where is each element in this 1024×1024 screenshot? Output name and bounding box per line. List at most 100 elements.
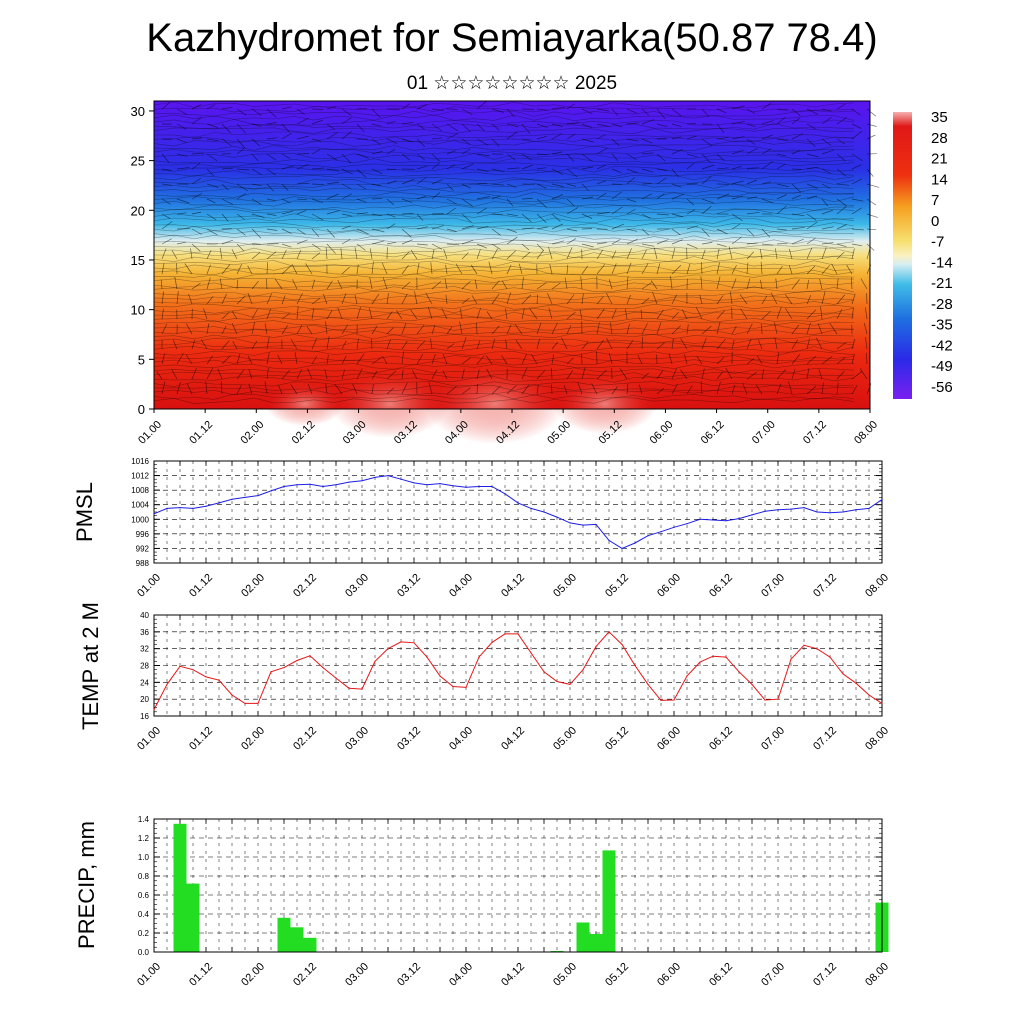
wind-vector [671, 294, 677, 305]
wind-vector [776, 163, 786, 170]
wind-vector [191, 282, 201, 290]
x-tick-label: 03.00 [343, 725, 371, 753]
wind-vector [371, 338, 373, 350]
contour-line [153, 166, 855, 173]
wind-vector [461, 297, 470, 305]
data-point [855, 509, 857, 511]
wind-vector [656, 342, 665, 350]
wind-vector [806, 265, 816, 275]
wind-vector [281, 312, 291, 320]
wind-vector [596, 308, 605, 320]
wind-vector [371, 197, 383, 200]
wind-vector [866, 183, 880, 188]
wind-vector [326, 243, 336, 254]
wind-vector [716, 262, 720, 275]
wind-vector [416, 123, 425, 130]
wind-vector [611, 138, 620, 147]
wind-vector [446, 326, 453, 335]
data-point [296, 484, 298, 486]
data-point [270, 490, 272, 492]
wind-vector [746, 278, 751, 290]
data-point [647, 535, 649, 537]
wind-vector [356, 243, 366, 251]
chart-title: Kazhydromet for Semiayarka(50.87 78.4) [146, 16, 878, 60]
wind-vector [551, 354, 555, 365]
wind-vector [686, 198, 695, 206]
wind-vector [536, 183, 547, 189]
wind-vector [161, 323, 168, 335]
colorbar-label: 14 [931, 171, 948, 188]
wind-vector [836, 206, 847, 215]
y-axis-label: PRECIP, mm [74, 821, 99, 949]
wind-vector [296, 117, 309, 125]
wind-vector [791, 149, 801, 155]
data-point [309, 483, 311, 485]
wind-vector [671, 213, 684, 218]
contour-line [153, 260, 855, 267]
wind-vector [296, 306, 299, 320]
data-point [881, 702, 883, 705]
wind-vector [806, 108, 819, 115]
contour-line [153, 299, 855, 306]
wind-vector [461, 225, 474, 230]
wind-vector [551, 384, 553, 395]
wind-vector [491, 123, 500, 131]
data-point [725, 520, 727, 522]
x-tick-label: 02.00 [238, 419, 266, 447]
wind-vector [311, 138, 322, 142]
wind-vector [461, 368, 465, 380]
wind-vector [176, 263, 178, 275]
contour-line [153, 389, 855, 396]
wind-vector [650, 280, 658, 290]
wind-vector [776, 108, 789, 111]
y-tick-label: 20 [140, 695, 149, 704]
wind-vector [326, 228, 336, 238]
wind-vector [581, 243, 594, 248]
wind-vector [326, 280, 333, 290]
wind-vector [221, 264, 231, 275]
wind-vector [700, 276, 703, 290]
wind-vector [806, 153, 819, 158]
wind-vector [311, 297, 321, 305]
data-point [816, 511, 818, 513]
wind-vector [311, 338, 318, 350]
wind-vector [831, 263, 838, 275]
wind-vector [461, 183, 471, 189]
data-point [166, 507, 168, 509]
wind-vector [412, 370, 418, 380]
data-point [790, 658, 792, 660]
wind-vector [746, 323, 753, 335]
contour-line [153, 311, 855, 319]
wind-vector [266, 367, 269, 380]
wind-vector [716, 193, 730, 200]
wind-vector [746, 167, 759, 170]
wind-vector [161, 198, 171, 205]
wind-vector [191, 243, 201, 252]
y-tick-label: 1.4 [138, 815, 150, 824]
wind-vector [637, 354, 643, 365]
wind-vector [521, 294, 532, 305]
wind-vector [296, 324, 303, 335]
wind-vector [247, 265, 253, 275]
wind-vector [605, 292, 613, 305]
wind-vector [410, 309, 418, 320]
x-tick-label: 01.12 [187, 572, 215, 600]
chart-subtitle: 01 ☆☆☆☆☆☆☆☆ 2025 [406, 73, 618, 94]
data-point [504, 493, 506, 495]
wind-vector [416, 138, 426, 148]
wind-vector [190, 248, 193, 260]
wind-vector [668, 353, 673, 365]
wind-vector [176, 241, 187, 245]
wind-vector [791, 238, 804, 245]
contour-line [153, 208, 855, 216]
wind-vector [401, 293, 408, 305]
wind-vector [551, 341, 559, 350]
y-axis-label: TEMP at 2 M [78, 602, 103, 730]
wind-vector [371, 213, 382, 217]
y-tick-label: 25 [131, 154, 145, 169]
contour-line [153, 157, 855, 164]
x-tick-label: 06.12 [707, 961, 735, 989]
y-tick-label: 1.0 [138, 853, 150, 862]
wind-vector [326, 132, 338, 140]
data-point [712, 655, 714, 657]
